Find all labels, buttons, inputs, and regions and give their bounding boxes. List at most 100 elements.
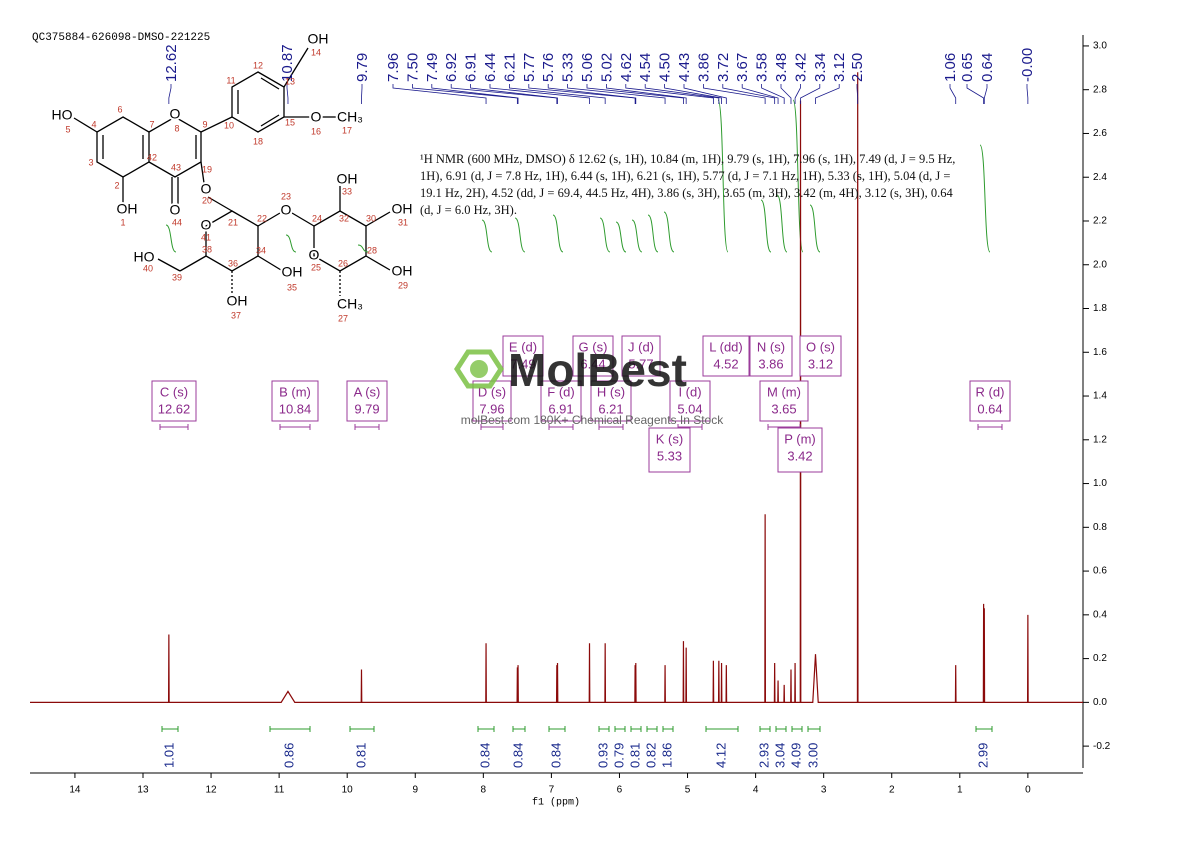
x-tick-label: 10	[342, 785, 354, 796]
peak-connector	[983, 84, 988, 104]
atom-number: 2	[114, 180, 119, 190]
atom-label: OH	[308, 31, 329, 47]
integral-label: 1.01	[161, 743, 176, 768]
peak-connector	[703, 84, 766, 104]
atom-number: 4	[91, 119, 96, 129]
atom-number: 5	[65, 124, 70, 134]
multiplet-label: B (m)	[279, 384, 311, 399]
atom-label: CH₃	[337, 296, 363, 312]
atom-number: 27	[338, 313, 348, 323]
multiplet-label: E (d)	[509, 339, 537, 354]
watermark-brand: MolBest	[508, 344, 687, 396]
multiplet-shift: 7.96	[479, 401, 504, 416]
multiplet-box	[759, 380, 809, 422]
atom-label: OH	[392, 263, 413, 279]
multiplet-label: K (s)	[656, 431, 683, 446]
integral-curve	[792, 99, 804, 253]
multiplet-shift: 6.91	[548, 401, 573, 416]
y-tick-label: -0.2	[1093, 741, 1111, 752]
integral-curve	[285, 234, 297, 253]
atom-number: 29	[398, 280, 408, 290]
integral-label: 0.82	[643, 743, 658, 768]
integral-bracket	[630, 726, 642, 732]
multiplet-label: O (s)	[806, 339, 835, 354]
atom-label: O	[311, 109, 322, 125]
multiplet-box	[799, 335, 842, 377]
atom-number: 30	[366, 213, 376, 223]
atom-label: OH	[392, 201, 413, 217]
atom-number: 11	[226, 75, 235, 85]
atom-number: 28	[367, 245, 377, 255]
multiplet-shift: 9.79	[354, 401, 379, 416]
double-bond	[260, 114, 280, 127]
multiplet-range	[354, 424, 380, 430]
y-tick-label: 2.8	[1093, 84, 1107, 95]
peak-connector	[361, 84, 363, 104]
multiplet-label: R (d)	[976, 384, 1005, 399]
atom-number: 37	[231, 310, 241, 320]
integral-bracket	[975, 726, 993, 732]
bond	[365, 255, 391, 271]
peak-connector	[815, 84, 840, 104]
y-tick-label: 2.0	[1093, 259, 1107, 270]
multiplet-box	[540, 380, 582, 422]
atom-label: O	[201, 181, 212, 197]
atom-number: 31	[398, 217, 408, 227]
integral-label: 4.12	[713, 743, 728, 768]
y-tick-label: 0.0	[1093, 697, 1107, 708]
integral-label: 0.86	[281, 743, 296, 768]
integral-bracket	[598, 726, 610, 732]
multiplet-box	[702, 335, 750, 377]
peak-connector	[606, 84, 687, 104]
spectrum-line	[30, 72, 1083, 703]
y-tick-label: 1.6	[1093, 347, 1107, 358]
integral-bracket	[477, 726, 495, 732]
integral-bracket	[269, 726, 311, 732]
peak-connector	[794, 84, 801, 104]
atom-number: 8	[174, 123, 179, 133]
multiplet-label: C (s)	[160, 384, 188, 399]
peak-label: 6.44	[482, 53, 499, 82]
atom-number: 12	[253, 60, 263, 70]
y-tick-label: 2.4	[1093, 172, 1107, 183]
peak-label: 5.77	[521, 53, 538, 82]
y-tick-label: 2.2	[1093, 216, 1107, 227]
atom-label: O	[281, 202, 292, 218]
x-tick-label: 5	[685, 785, 691, 796]
peak-label: 12.62	[163, 44, 180, 82]
multiplet-range	[159, 424, 189, 430]
integral-curve	[647, 214, 659, 253]
atom-number: 43	[171, 162, 181, 172]
x-tick-label: 1	[957, 785, 963, 796]
atom-label: CH₃	[337, 109, 363, 125]
peak-label: 5.06	[579, 53, 596, 82]
integral-curve	[631, 219, 643, 253]
x-tick-label: 11	[274, 785, 285, 796]
peak-label: 5.76	[540, 53, 557, 82]
peak-label: 2.50	[849, 53, 866, 82]
integral-curve	[717, 99, 729, 253]
bond	[291, 212, 315, 227]
integral-label: 3.00	[805, 743, 820, 768]
x-tick-label: 0	[1025, 785, 1031, 796]
bond	[283, 47, 309, 88]
peak-connector	[286, 84, 289, 104]
peak-label: 4.54	[637, 53, 654, 82]
y-tick-label: 1.0	[1093, 478, 1107, 489]
multiplet-label: P (m)	[784, 431, 816, 446]
atom-label: O	[309, 247, 320, 263]
peak-connector	[741, 84, 779, 104]
peak-connector	[780, 84, 792, 104]
multiplet-range	[548, 424, 574, 430]
ring-c	[148, 116, 202, 178]
integral-bracket	[662, 726, 674, 732]
multiplet-label: F (d)	[547, 384, 574, 399]
multiplet-label: M (m)	[767, 384, 801, 399]
atom-number: 1	[120, 217, 125, 227]
atom-number: 36	[228, 258, 238, 268]
y-tick-label: 1.2	[1093, 434, 1107, 445]
peak-label: 4.62	[618, 53, 635, 82]
multiplet-shift: 3.12	[808, 356, 833, 371]
peak-connector	[528, 84, 636, 104]
